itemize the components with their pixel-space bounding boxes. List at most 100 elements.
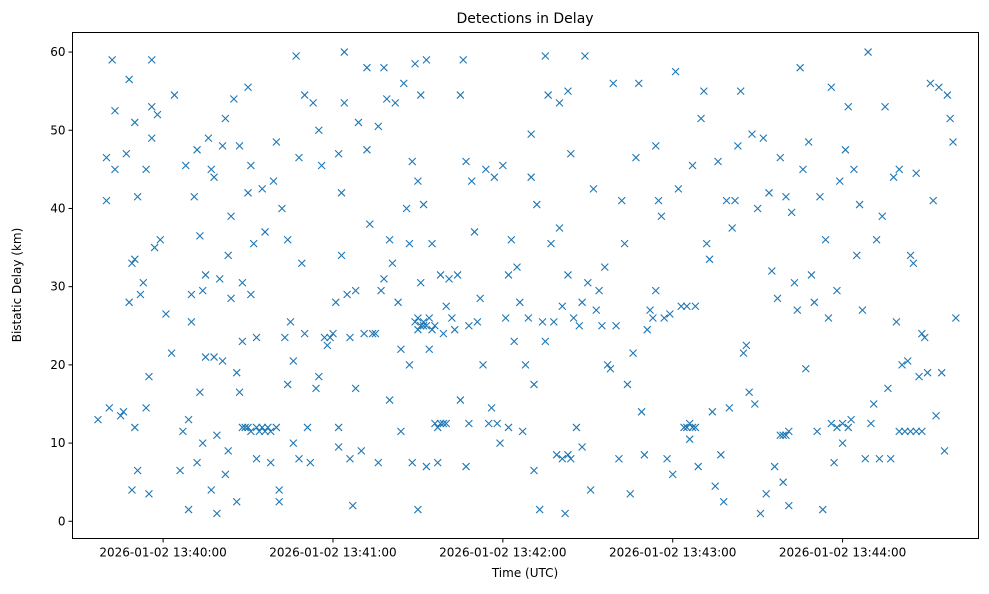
data-point-marker xyxy=(719,497,728,506)
data-point-marker xyxy=(934,83,943,92)
data-point-marker xyxy=(377,286,385,295)
data-point-marker xyxy=(414,505,422,514)
data-point-marker xyxy=(804,138,813,146)
data-point-marker xyxy=(943,91,952,99)
data-point-marker xyxy=(323,341,332,350)
y-axis-label: Bistatic Delay (km) xyxy=(10,228,24,343)
data-point-marker xyxy=(900,427,909,436)
data-point-marker xyxy=(782,192,790,201)
data-point-marker xyxy=(190,192,199,201)
x-axis-label: Time (UTC) xyxy=(491,566,558,580)
data-point-marker xyxy=(773,294,782,303)
data-point-marker xyxy=(892,317,901,326)
data-point-marker xyxy=(708,407,717,416)
data-point-marker xyxy=(504,423,513,432)
data-point-marker xyxy=(521,360,530,369)
data-point-marker xyxy=(193,145,201,154)
data-point-marker xyxy=(184,505,193,514)
y-tick-label: 20 xyxy=(50,358,65,372)
data-point-marker xyxy=(697,114,705,123)
data-point-marker xyxy=(380,274,388,283)
data-point-marker xyxy=(759,134,768,142)
data-point-marker xyxy=(861,454,870,463)
data-point-marker xyxy=(136,290,145,299)
data-point-marker xyxy=(532,200,541,209)
data-point-marker xyxy=(213,509,221,518)
data-point-marker xyxy=(818,505,827,514)
data-point-marker xyxy=(784,501,793,510)
data-point-marker xyxy=(391,98,400,107)
data-point-marker xyxy=(360,329,369,338)
data-point-marker xyxy=(411,317,419,326)
data-point-marker xyxy=(821,235,830,244)
data-point-marker xyxy=(416,321,425,330)
x-tick-label: 2026-01-02 13:41:00 xyxy=(269,546,396,560)
data-point-marker xyxy=(464,419,473,428)
data-point-marker xyxy=(439,329,448,338)
data-point-marker xyxy=(541,52,550,60)
data-point-marker xyxy=(841,145,850,154)
data-point-marker xyxy=(725,404,734,412)
data-point-marker xyxy=(244,83,252,92)
data-point-marker xyxy=(394,298,402,307)
data-point-marker xyxy=(428,239,436,248)
data-point-marker xyxy=(269,177,278,185)
data-point-marker xyxy=(844,423,853,432)
data-point-marker xyxy=(433,423,442,432)
data-point-marker xyxy=(493,419,502,428)
data-point-marker xyxy=(498,161,507,170)
data-point-marker xyxy=(716,450,725,459)
data-point-marker xyxy=(827,83,836,92)
data-point-marker xyxy=(915,372,923,381)
data-point-marker xyxy=(238,278,247,287)
data-point-marker xyxy=(513,263,521,272)
data-point-marker xyxy=(252,423,261,432)
data-point-marker xyxy=(459,55,468,64)
data-point-marker xyxy=(402,204,411,213)
data-point-marker xyxy=(609,79,618,88)
data-point-marker xyxy=(666,310,674,318)
data-point-marker xyxy=(869,400,878,408)
data-point-marker xyxy=(606,364,615,373)
data-point-marker xyxy=(275,486,284,494)
y-tick-label: 60 xyxy=(50,45,65,59)
data-point-marker xyxy=(937,368,946,377)
data-point-marker xyxy=(496,439,504,447)
data-point-marker xyxy=(510,337,519,346)
data-point-marker xyxy=(447,314,456,322)
data-point-marker xyxy=(414,177,422,185)
data-point-marker xyxy=(450,325,459,334)
data-point-marker xyxy=(617,196,626,205)
data-point-marker xyxy=(351,384,360,393)
data-point-marker xyxy=(753,204,762,213)
data-point-marker xyxy=(838,419,847,428)
data-point-marker xyxy=(784,427,793,436)
data-point-marker xyxy=(504,271,513,279)
data-point-marker xyxy=(855,200,864,209)
data-point-marker xyxy=(445,274,453,283)
data-point-marker xyxy=(130,118,139,127)
data-point-marker xyxy=(827,419,836,428)
x-tick-label: 2026-01-02 13:40:00 xyxy=(99,546,226,560)
data-point-marker xyxy=(184,415,193,424)
data-point-marker xyxy=(442,302,451,311)
data-point-marker xyxy=(632,153,640,162)
data-point-marker xyxy=(329,329,337,338)
data-point-marker xyxy=(295,454,303,463)
data-point-marker xyxy=(895,165,904,174)
data-point-marker xyxy=(487,404,496,412)
data-point-marker xyxy=(470,228,479,236)
data-point-marker xyxy=(739,349,748,358)
data-point-marker xyxy=(224,251,233,260)
data-point-marker xyxy=(640,450,649,459)
data-point-marker xyxy=(431,419,439,428)
data-point-marker xyxy=(643,325,652,334)
data-point-marker xyxy=(456,91,465,99)
data-point-marker xyxy=(572,423,581,432)
data-point-marker xyxy=(133,192,142,201)
data-point-marker xyxy=(193,458,201,467)
data-point-marker xyxy=(886,454,895,463)
data-point-marker xyxy=(651,142,660,150)
data-point-marker xyxy=(261,427,269,436)
data-point-marker xyxy=(317,161,326,170)
